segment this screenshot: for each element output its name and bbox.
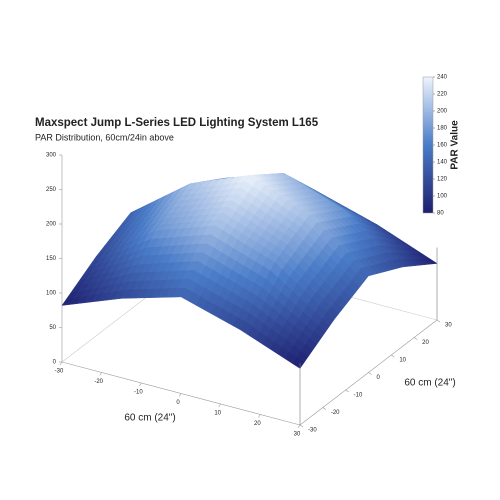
x-tick — [258, 414, 261, 418]
colorbar-tick-label: 240 — [437, 75, 448, 81]
colorbar-label: PAR Value — [450, 120, 461, 170]
z-tick-label: 0 — [53, 360, 57, 366]
y-tick-label: 10 — [399, 358, 406, 364]
y-tick-label: 20 — [422, 340, 429, 346]
z-tick-label: 150 — [46, 256, 57, 262]
x-tick — [178, 393, 182, 397]
y-axis-label: 60 cm (24") — [404, 378, 455, 389]
colorbar-tick-label: 180 — [437, 126, 448, 132]
x-tick-label: -20 — [94, 379, 103, 385]
x-tick-label: 30 — [294, 432, 301, 438]
colorbar-tick-label: 100 — [437, 194, 448, 200]
y-tick — [414, 337, 418, 340]
chart-title: Maxspect Jump L-Series LED Lighting Syst… — [35, 117, 319, 129]
colorbar-tick-label: 140 — [437, 160, 448, 166]
y-tick — [322, 407, 326, 410]
colorbar-tick-label: 160 — [437, 143, 448, 149]
x-tick-label: -10 — [134, 390, 143, 396]
x-tick-label: 10 — [214, 411, 221, 417]
x-axis-label: 60 cm (24") — [124, 413, 175, 424]
z-tick-label: 50 — [49, 325, 56, 331]
z-tick-label: 250 — [46, 187, 57, 193]
colorbar-tick-label: 80 — [437, 211, 444, 217]
x-tick-label: 20 — [254, 421, 261, 427]
colorbar-tick-label: 120 — [437, 177, 448, 183]
x-tick-label: -30 — [55, 369, 64, 375]
y-tick-label: 30 — [445, 323, 452, 329]
colorbar — [422, 76, 434, 214]
y-tick — [345, 389, 349, 393]
y-tick-label: -10 — [354, 393, 363, 399]
y-tick — [299, 424, 304, 428]
colorbar-tick-label: 220 — [437, 92, 448, 98]
x-tick — [218, 403, 221, 408]
x-tick — [139, 382, 142, 387]
y-tick-label: -20 — [331, 410, 340, 416]
y-tick-label: -30 — [308, 428, 317, 434]
x-tick — [297, 424, 301, 429]
x-tick-label: 0 — [176, 400, 180, 406]
chart-subtitle: PAR Distribution, 60cm/24in above — [35, 132, 174, 142]
z-tick-label: 300 — [46, 153, 57, 159]
surface-patch — [292, 356, 305, 369]
x-tick — [99, 372, 102, 376]
z-tick-label: 100 — [46, 291, 57, 297]
y-tick-label: 0 — [377, 375, 381, 381]
z-tick-label: 200 — [46, 222, 57, 228]
y-tick — [368, 372, 372, 375]
y-tick — [391, 354, 395, 358]
x-tick — [59, 361, 63, 366]
colorbar-tick-label: 200 — [437, 109, 448, 115]
y-tick — [436, 319, 441, 323]
